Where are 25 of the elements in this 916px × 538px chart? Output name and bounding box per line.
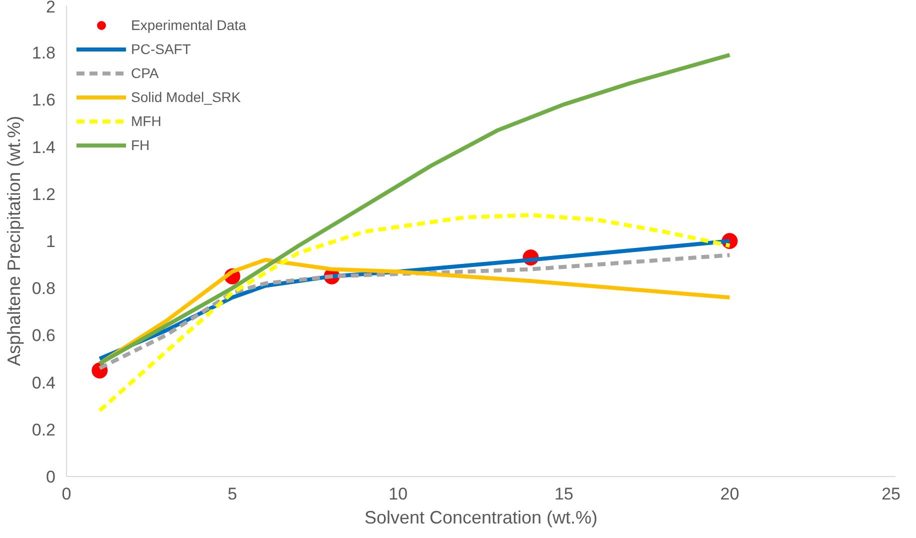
y-tick-label: 0	[46, 468, 56, 486]
x-tick-label: 0	[62, 484, 72, 504]
y-tick-label: 0.2	[32, 420, 56, 440]
legend-label: PC-SAFT	[131, 40, 191, 59]
y-tick-label: 0.6	[32, 326, 56, 346]
y-tick-label: 1.8	[32, 44, 56, 63]
x-tick-label: 15	[554, 484, 574, 504]
y-tick-label: 1	[46, 232, 56, 251]
x-tick-label: 25	[882, 484, 901, 504]
x-tick-label: 10	[388, 484, 408, 504]
y-tick-label: 1.4	[32, 138, 56, 157]
x-tick-label: 5	[228, 484, 238, 504]
legend-label: CPA	[131, 64, 159, 83]
legend-label: Solid Model_SRK	[131, 88, 241, 107]
y-tick-label: 1.6	[32, 90, 56, 110]
y-axis-title: Asphaltene Precipitation (wt.%)	[4, 116, 24, 366]
legend-label: Experimental Data	[131, 16, 246, 35]
legend-label: FH	[131, 136, 151, 155]
legend-label: MFH	[131, 112, 162, 131]
y-tick-label: 0.4	[32, 373, 56, 392]
x-tick-label: 20	[720, 484, 740, 504]
y-tick-label: 1.2	[32, 184, 56, 204]
x-axis-title: Solvent Concentration (wt.%)	[364, 508, 598, 528]
y-tick-label: 0.8	[32, 279, 56, 298]
y-tick-label: 2	[46, 0, 56, 16]
